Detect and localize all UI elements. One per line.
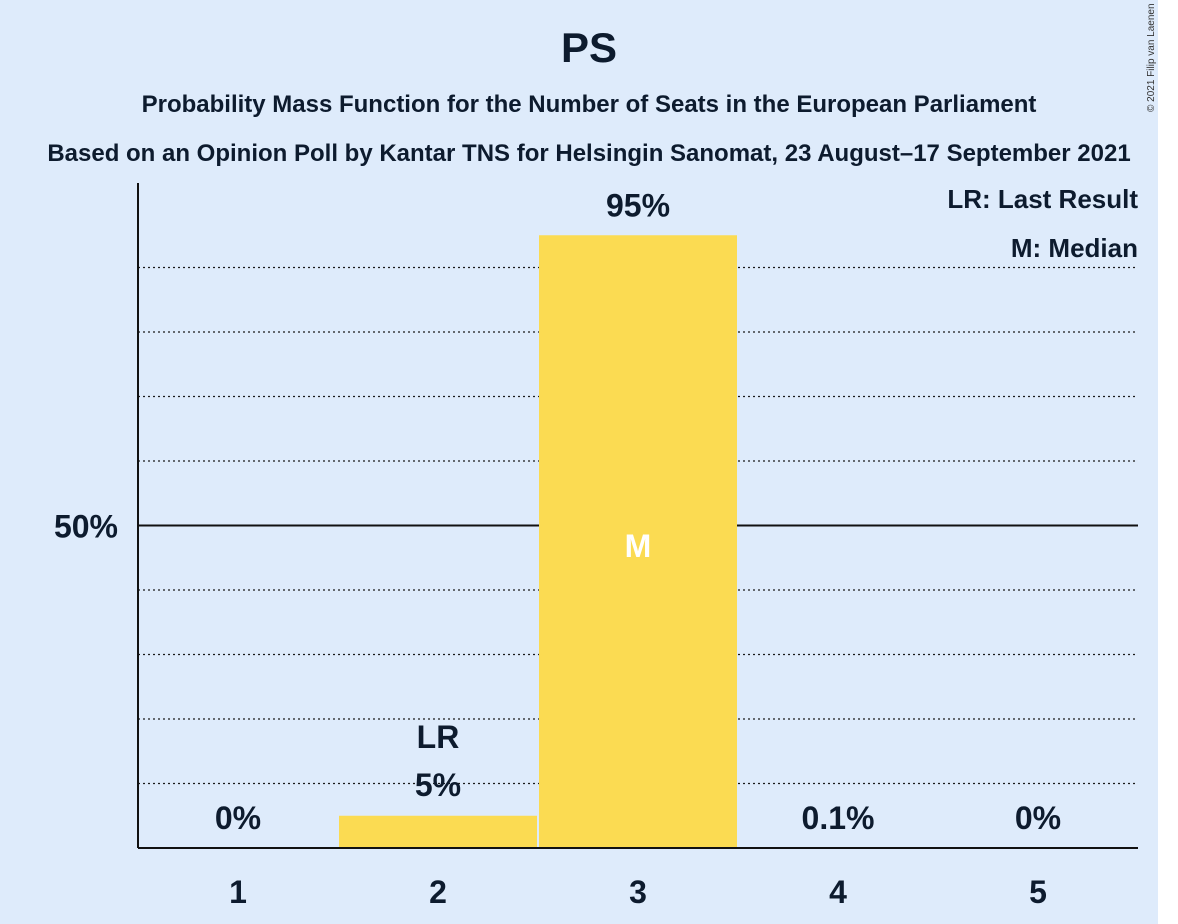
legend-last-result: LR: Last Result: [947, 184, 1138, 214]
x-tick-label: 3: [629, 874, 647, 910]
x-tick-label: 2: [429, 874, 447, 910]
chart-subtitle-source: Based on an Opinion Poll by Kantar TNS f…: [47, 140, 1131, 167]
bar: [339, 815, 537, 848]
data-label: 0%: [215, 800, 261, 836]
x-tick-label: 5: [1029, 874, 1047, 910]
x-tick-label: 4: [829, 874, 847, 910]
chart-title: PS: [560, 24, 618, 71]
y-tick-label: 50%: [54, 509, 118, 545]
data-label: 95%: [606, 187, 670, 223]
bar: [539, 235, 737, 848]
data-label: 0.1%: [802, 800, 875, 836]
chart-subtitle: Probability Mass Function for the Number…: [141, 91, 1037, 118]
median-marker: M: [625, 528, 652, 564]
data-label: 0%: [1015, 800, 1061, 836]
data-labels: 0% 5% LR 95% M 0.1% 0%: [215, 187, 1061, 836]
axes: 50% 1 2 3 4 5: [54, 183, 1138, 910]
data-label: 5%: [415, 767, 461, 803]
last-result-marker: LR: [417, 719, 460, 755]
bars: [339, 235, 737, 848]
legend-median: M: Median: [1011, 233, 1138, 263]
x-tick-label: 1: [229, 874, 247, 910]
